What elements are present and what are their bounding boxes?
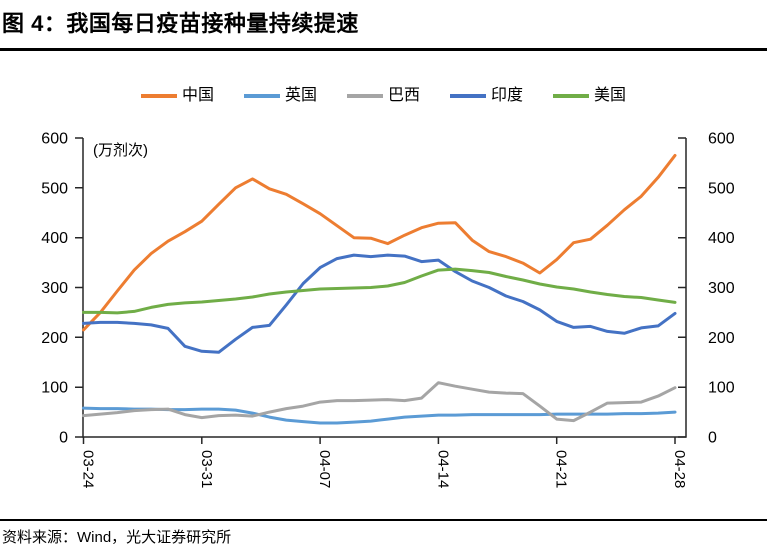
chart-legend: 中国 英国 巴西 印度 美国 xyxy=(0,84,767,108)
y-axis-label-left: 0 xyxy=(59,430,68,447)
series-line-英国 xyxy=(82,406,677,425)
legend-item: 中国 xyxy=(140,84,214,108)
title-divider xyxy=(0,48,767,51)
line-chart: 0 0 100 100 200 200 300 300 400 400 500 500 600 600 03… xyxy=(41,131,735,489)
y-axis-label-left: 300 xyxy=(41,280,68,297)
legend-label: 巴西 xyxy=(387,87,420,104)
source-divider xyxy=(0,519,767,521)
series-line-印度 xyxy=(82,253,677,354)
series-line-巴西 xyxy=(82,381,677,423)
legend-label: 中国 xyxy=(181,87,214,104)
x-axis-label: 03-31 xyxy=(198,450,215,488)
x-axis-label: 04-07 xyxy=(316,450,333,488)
legend-label: 印度 xyxy=(491,87,524,104)
legend-label: 英国 xyxy=(284,87,317,104)
y-axis-label-right: 200 xyxy=(708,330,735,347)
legend-label: 美国 xyxy=(594,87,627,104)
legend-line-swatch xyxy=(553,94,590,98)
y-axis-label-left: 500 xyxy=(41,180,68,197)
figure-title: 图 4：我国每日疫苗接种量持续提速 xyxy=(2,11,359,36)
y-axis-label-right: 600 xyxy=(708,131,735,148)
series-line-中国 xyxy=(82,153,677,332)
y-axis-label-right: 0 xyxy=(708,430,717,447)
y-axis-label-left: 100 xyxy=(41,380,68,397)
y-axis-label-right: 400 xyxy=(708,230,735,247)
x-axis-label: 04-21 xyxy=(553,450,570,488)
legend-item: 美国 xyxy=(553,84,626,108)
x-axis-label: 03-24 xyxy=(80,450,97,488)
y-axis-label-right: 100 xyxy=(708,380,735,397)
legend-line-swatch xyxy=(243,94,280,98)
y-axis-label-left: 600 xyxy=(41,131,68,148)
unit-label: (万剂次) xyxy=(93,142,148,159)
legend-item: 巴西 xyxy=(346,84,420,108)
legend-line-swatch xyxy=(346,94,383,98)
y-axis-label-right: 300 xyxy=(708,280,735,297)
legend-item: 印度 xyxy=(450,84,523,108)
y-axis-label-left: 400 xyxy=(41,230,68,247)
x-axis-label: 04-28 xyxy=(671,450,688,488)
source-note: 资料来源：Wind，光大证券研究所 xyxy=(2,529,232,546)
y-axis-label-left: 200 xyxy=(41,330,68,347)
legend-line-swatch xyxy=(140,94,177,98)
series-line-美国 xyxy=(82,267,677,315)
y-axis-label-right: 500 xyxy=(708,180,735,197)
legend-item: 英国 xyxy=(243,84,317,108)
x-axis-label: 04-14 xyxy=(434,450,451,488)
legend-line-swatch xyxy=(450,94,486,98)
